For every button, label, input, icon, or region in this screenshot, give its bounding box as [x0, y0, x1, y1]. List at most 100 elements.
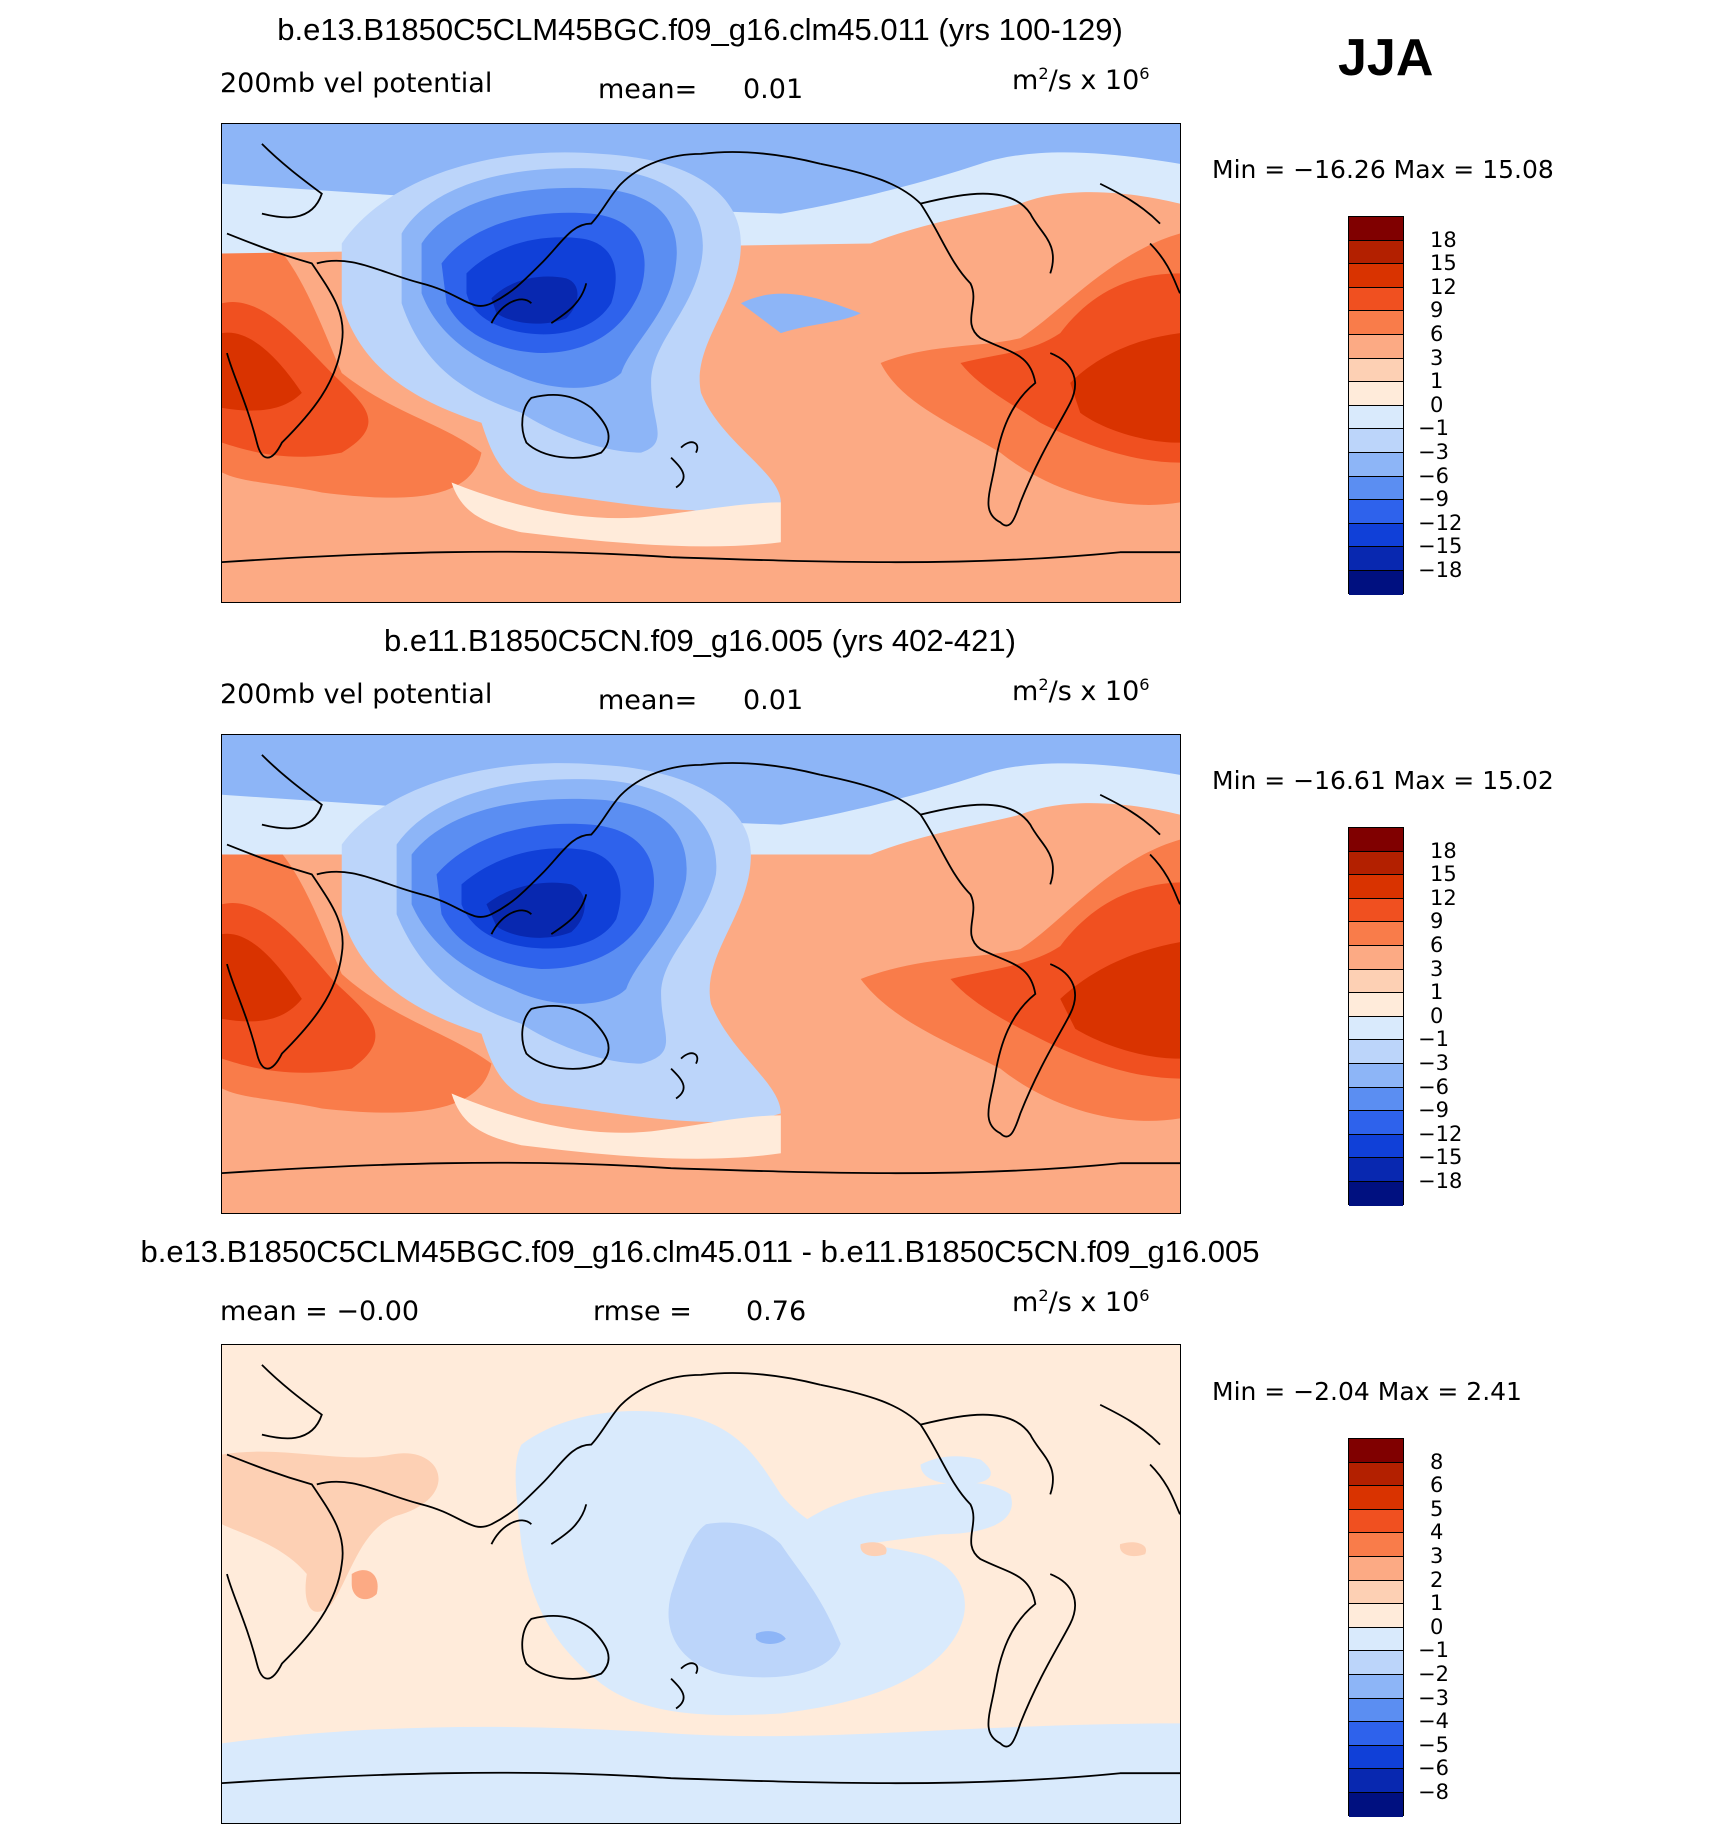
panel-3-mean-label: mean = −0.00	[220, 1296, 420, 1327]
colorbar-swatch	[1349, 452, 1403, 477]
panel-3-map	[221, 1344, 1181, 1824]
colorbar-tick-label: −6	[1418, 463, 1449, 488]
colorbar-tick-label: 0	[1430, 1003, 1444, 1028]
colorbar-tick-label: 1	[1430, 369, 1444, 394]
panel-2-map	[221, 734, 1181, 1214]
panel-1-mean-label: mean=	[598, 74, 698, 105]
panel-3-minmax: Min = −2.04 Max = 2.41	[1212, 1377, 1522, 1406]
colorbar-swatch	[1349, 217, 1403, 241]
colorbar-tick-label: −12	[1418, 510, 1463, 535]
colorbar-tick-label: 6	[1430, 933, 1444, 957]
panel-1-colorbar	[1348, 216, 1404, 595]
colorbar-tick-label: 12	[1430, 274, 1457, 299]
colorbar-swatch	[1349, 969, 1403, 994]
colorbar-swatch	[1349, 1651, 1403, 1675]
colorbar-tick-label: 9	[1430, 909, 1444, 934]
colorbar-tick-label: −8	[1418, 1780, 1449, 1804]
panel-1-title: b.e13.B1850C5CLM45BGC.f09_g16.clm45.011 …	[277, 12, 1123, 47]
colorbar-tick-label: 1	[1430, 1591, 1444, 1616]
panel-3-units: m2/s x 106	[1012, 1286, 1150, 1318]
colorbar-swatch	[1349, 264, 1403, 288]
colorbar-tick-label: −15	[1418, 534, 1463, 559]
colorbar-tick-label: 1	[1430, 980, 1444, 1005]
colorbar-swatch	[1349, 1087, 1403, 1112]
colorbar-tick-label: −6	[1418, 1756, 1449, 1781]
colorbar-swatch	[1349, 240, 1403, 265]
panel-2-mean-label: mean=	[598, 685, 698, 716]
panel-2-mean-value: 0.01	[743, 685, 804, 716]
colorbar-swatch	[1349, 1509, 1403, 1534]
colorbar-swatch	[1349, 405, 1403, 430]
colorbar-swatch	[1349, 476, 1403, 501]
colorbar-swatch	[1349, 922, 1403, 946]
colorbar-tick-label: −2	[1418, 1662, 1449, 1686]
colorbar-swatch	[1349, 828, 1403, 852]
panel-1-minmax: Min = −16.26 Max = 15.08	[1212, 155, 1554, 184]
colorbar-tick-label: 9	[1430, 298, 1444, 323]
colorbar-swatch	[1349, 1158, 1403, 1182]
colorbar-swatch	[1349, 547, 1403, 571]
colorbar-tick-label: −3	[1418, 1051, 1449, 1075]
colorbar-swatch	[1349, 1580, 1403, 1605]
colorbar-swatch	[1349, 1462, 1403, 1487]
panel-1-variable-label: 200mb vel potential	[220, 68, 493, 99]
colorbar-swatch	[1349, 358, 1403, 383]
panel-2-colorbar	[1348, 827, 1404, 1206]
colorbar-swatch	[1349, 1627, 1403, 1652]
colorbar-swatch	[1349, 1722, 1403, 1746]
colorbar-tick-label: 2	[1430, 1567, 1444, 1592]
panel-2-units: m2/s x 106	[1012, 675, 1150, 707]
colorbar-tick-label: 0	[1430, 1614, 1444, 1639]
colorbar-tick-label: 3	[1430, 345, 1444, 370]
colorbar-tick-label: −3	[1418, 440, 1449, 464]
colorbar-tick-label: 3	[1430, 1544, 1444, 1568]
colorbar-swatch	[1349, 875, 1403, 899]
colorbar-tick-label: −1	[1418, 1027, 1449, 1052]
panel-1-map	[221, 123, 1181, 603]
colorbar-tick-label: 8	[1430, 1449, 1444, 1474]
colorbar-swatch	[1349, 1745, 1403, 1770]
colorbar-swatch	[1349, 1486, 1403, 1510]
colorbar-swatch	[1349, 1698, 1403, 1723]
colorbar-tick-label: −18	[1418, 1169, 1463, 1193]
colorbar-swatch	[1349, 500, 1403, 524]
colorbar-tick-label: −4	[1418, 1709, 1449, 1734]
colorbar-tick-label: 0	[1430, 392, 1444, 417]
colorbar-swatch	[1349, 1769, 1403, 1793]
colorbar-tick-label: 18	[1430, 227, 1457, 252]
colorbar-swatch	[1349, 898, 1403, 923]
colorbar-swatch	[1349, 1556, 1403, 1581]
colorbar-tick-label: 18	[1430, 838, 1457, 863]
colorbar-swatch	[1349, 382, 1403, 406]
colorbar-tick-label: 15	[1430, 251, 1457, 276]
colorbar-swatch	[1349, 1134, 1403, 1159]
colorbar-tick-label: −5	[1418, 1732, 1449, 1757]
colorbar-tick-label: −6	[1418, 1074, 1449, 1099]
colorbar-swatch	[1349, 570, 1403, 595]
colorbar-swatch	[1349, 1040, 1403, 1064]
colorbar-tick-label: 5	[1430, 1496, 1444, 1521]
colorbar-tick-label: −12	[1418, 1121, 1463, 1146]
colorbar-swatch	[1349, 1016, 1403, 1041]
colorbar-swatch	[1349, 287, 1403, 312]
colorbar-swatch	[1349, 1111, 1403, 1135]
colorbar-tick-label: 12	[1430, 885, 1457, 910]
colorbar-swatch	[1349, 311, 1403, 335]
colorbar-tick-label: −3	[1418, 1685, 1449, 1710]
colorbar-tick-label: −15	[1418, 1145, 1463, 1170]
colorbar-swatch	[1349, 1533, 1403, 1557]
colorbar-swatch	[1349, 334, 1403, 359]
colorbar-swatch	[1349, 523, 1403, 548]
colorbar-swatch	[1349, 1439, 1403, 1463]
season-label: JJA	[1338, 29, 1434, 87]
panel-2-title: b.e11.B1850C5CN.f09_g16.005 (yrs 402-421…	[384, 623, 1016, 658]
panel-2-minmax: Min = −16.61 Max = 15.02	[1212, 766, 1554, 795]
colorbar-swatch	[1349, 1674, 1403, 1699]
panel-3-title: b.e13.B1850C5CLM45BGC.f09_g16.clm45.011 …	[140, 1234, 1260, 1269]
panel-1-units: m2/s x 106	[1012, 64, 1150, 96]
colorbar-tick-label: −1	[1418, 416, 1449, 441]
colorbar-tick-label: 4	[1430, 1520, 1444, 1545]
colorbar-tick-label: −9	[1418, 487, 1449, 512]
colorbar-tick-label: 6	[1430, 322, 1444, 346]
colorbar-tick-label: 6	[1430, 1473, 1444, 1498]
